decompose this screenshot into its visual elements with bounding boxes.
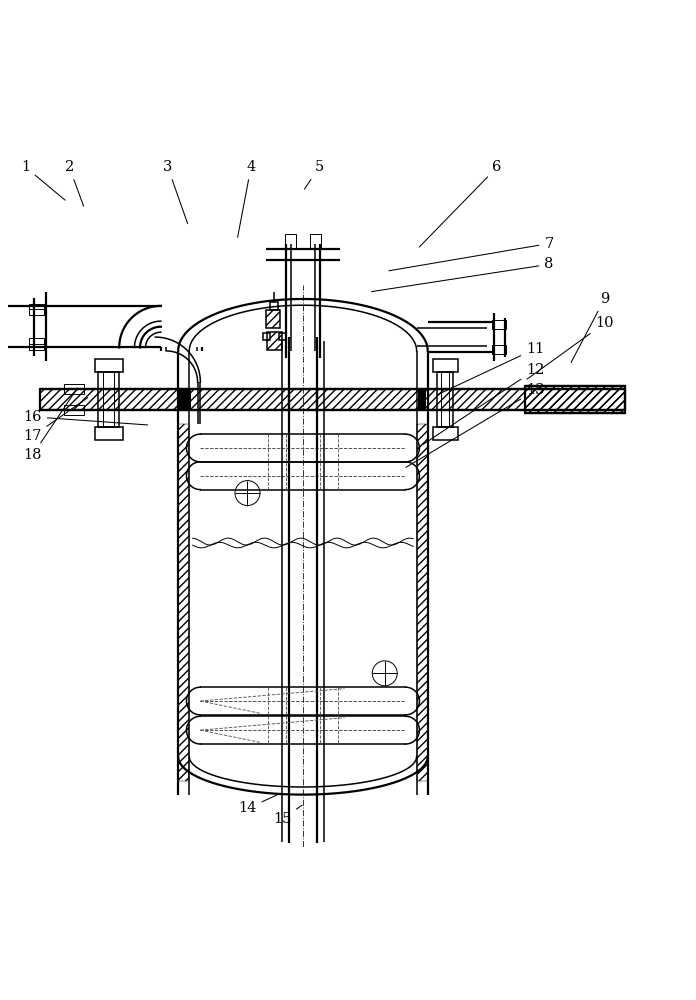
Text: 10: 10: [527, 316, 614, 379]
Text: 8: 8: [372, 257, 554, 292]
Text: 3: 3: [163, 160, 188, 224]
Bar: [98, 372, 119, 427]
Bar: [262, 333, 269, 340]
Text: 18: 18: [24, 388, 77, 462]
Bar: [492, 320, 506, 329]
Text: 1: 1: [21, 160, 65, 200]
Bar: [95, 427, 122, 440]
Bar: [266, 310, 280, 328]
Bar: [278, 333, 285, 340]
Bar: [433, 427, 457, 440]
Bar: [29, 338, 45, 350]
Text: 12: 12: [423, 363, 544, 444]
Bar: [65, 384, 84, 394]
Text: 11: 11: [437, 342, 544, 395]
Text: 9: 9: [571, 292, 609, 362]
Bar: [269, 302, 278, 310]
Bar: [310, 234, 321, 249]
Bar: [418, 389, 427, 410]
Bar: [65, 405, 84, 415]
Bar: [492, 345, 506, 354]
Bar: [285, 234, 296, 249]
Bar: [267, 332, 282, 350]
Text: 13: 13: [406, 383, 544, 467]
Bar: [29, 304, 45, 315]
Text: 4: 4: [237, 160, 255, 237]
Text: 17: 17: [24, 398, 88, 443]
Bar: [40, 389, 625, 410]
Bar: [417, 424, 428, 781]
Text: 2: 2: [65, 160, 84, 206]
Bar: [95, 359, 122, 372]
Text: 15: 15: [273, 805, 302, 826]
Text: 5: 5: [304, 160, 324, 189]
Text: 16: 16: [24, 410, 148, 425]
Text: 6: 6: [419, 160, 502, 247]
Bar: [178, 424, 189, 781]
Bar: [177, 389, 191, 410]
Text: 7: 7: [389, 237, 553, 271]
Bar: [433, 359, 457, 372]
Bar: [436, 372, 453, 427]
Text: 14: 14: [238, 794, 280, 815]
Bar: [525, 386, 625, 413]
